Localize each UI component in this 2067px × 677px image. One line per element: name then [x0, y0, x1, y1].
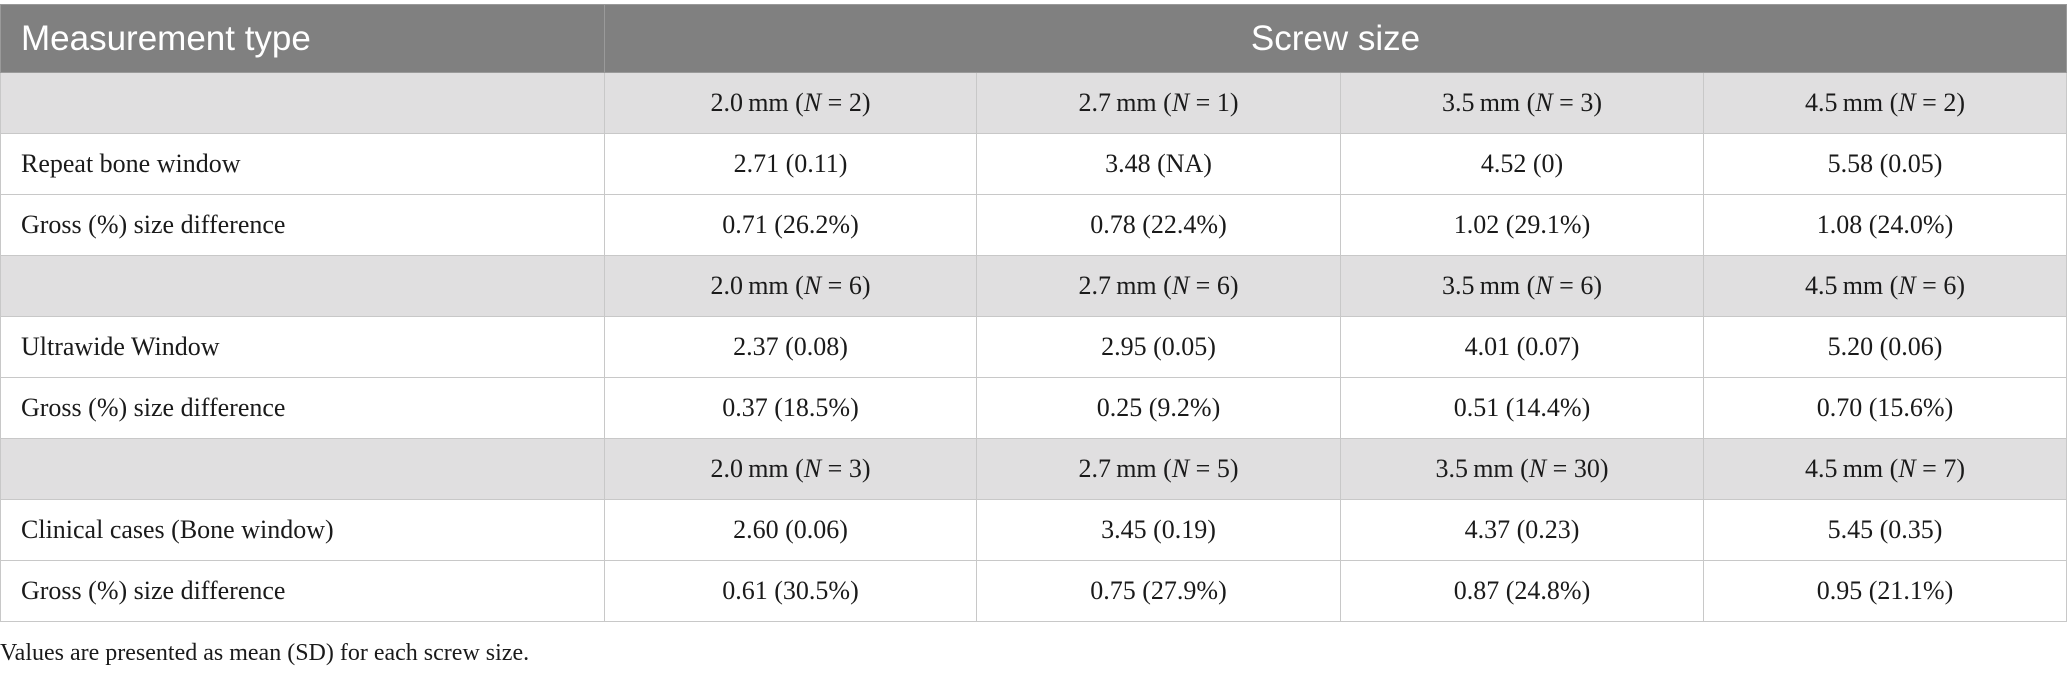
value-cell: 0.51 (14.4%) — [1340, 377, 1704, 439]
screw-size-cell: 2.7 mm (N = 1) — [976, 72, 1341, 134]
results-table-container: Measurement type Screw size 2.0 mm (N = … — [0, 4, 2067, 622]
screw-size-cell: 4.5 mm (N = 6) — [1702, 255, 2067, 317]
screw-size-cell: 3.5 mm (N = 3) — [1340, 72, 1704, 134]
screw-size-cell: 3.5 mm (N = 6) — [1340, 255, 1704, 317]
value-cell: 4.37 (0.23) — [1340, 499, 1704, 561]
value-cell: 0.71 (26.2%) — [604, 194, 977, 256]
screw-size-cell: 2.0 mm (N = 6) — [604, 255, 977, 317]
screw-size-cell: 2.7 mm (N = 5) — [976, 438, 1341, 500]
screw-size-subheader-row: 2.0 mm (N = 3) 2.7 mm (N = 5) 3.5 mm (N … — [0, 438, 2067, 500]
row-label: Ultrawide Window — [0, 316, 605, 378]
value-cell: 2.60 (0.06) — [604, 499, 977, 561]
table-header-row: Measurement type Screw size — [0, 4, 2067, 73]
value-cell: 0.37 (18.5%) — [604, 377, 977, 439]
table-row: Ultrawide Window 2.37 (0.08) 2.95 (0.05)… — [0, 316, 2067, 378]
value-cell: 0.61 (30.5%) — [604, 560, 977, 622]
header-measurement-type: Measurement type — [0, 4, 605, 73]
value-cell: 4.01 (0.07) — [1340, 316, 1704, 378]
row-label: Repeat bone window — [0, 133, 605, 195]
table-row: Gross (%) size difference 0.61 (30.5%) 0… — [0, 560, 2067, 622]
value-cell: 0.70 (15.6%) — [1702, 377, 2067, 439]
screw-size-subheader-row: 2.0 mm (N = 6) 2.7 mm (N = 6) 3.5 mm (N … — [0, 255, 2067, 317]
screw-size-subheader-row: 2.0 mm (N = 2) 2.7 mm (N = 1) 3.5 mm (N … — [0, 72, 2067, 134]
empty-cell — [0, 72, 605, 134]
screw-size-cell: 2.0 mm (N = 3) — [604, 438, 977, 500]
screw-size-cell: 2.7 mm (N = 6) — [976, 255, 1341, 317]
table-row: Gross (%) size difference 0.71 (26.2%) 0… — [0, 194, 2067, 256]
table-row: Clinical cases (Bone window) 2.60 (0.06)… — [0, 499, 2067, 561]
value-cell: 0.75 (27.9%) — [976, 560, 1341, 622]
value-cell: 2.95 (0.05) — [976, 316, 1341, 378]
empty-cell — [0, 438, 605, 500]
value-cell: 0.95 (21.1%) — [1702, 560, 2067, 622]
value-cell: 5.58 (0.05) — [1702, 133, 2067, 195]
table-row: Gross (%) size difference 0.37 (18.5%) 0… — [0, 377, 2067, 439]
value-cell: 5.45 (0.35) — [1702, 499, 2067, 561]
empty-cell — [0, 255, 605, 317]
value-cell: 1.08 (24.0%) — [1702, 194, 2067, 256]
value-cell: 4.52 (0) — [1340, 133, 1704, 195]
row-label: Clinical cases (Bone window) — [0, 499, 605, 561]
table-footnote: Values are presented as mean (SD) for ea… — [0, 640, 530, 666]
row-label: Gross (%) size difference — [0, 560, 605, 622]
header-screw-size: Screw size — [603, 4, 2067, 73]
screw-size-table: Measurement type Screw size 2.0 mm (N = … — [0, 4, 2067, 622]
table-row: Repeat bone window 2.71 (0.11) 3.48 (NA)… — [0, 133, 2067, 195]
screw-size-cell: 4.5 mm (N = 7) — [1702, 438, 2067, 500]
value-cell: 0.78 (22.4%) — [976, 194, 1341, 256]
value-cell: 2.37 (0.08) — [604, 316, 977, 378]
value-cell: 3.48 (NA) — [976, 133, 1341, 195]
value-cell: 2.71 (0.11) — [604, 133, 977, 195]
value-cell: 3.45 (0.19) — [976, 499, 1341, 561]
screw-size-cell: 4.5 mm (N = 2) — [1702, 72, 2067, 134]
row-label: Gross (%) size difference — [0, 194, 605, 256]
value-cell: 0.87 (24.8%) — [1340, 560, 1704, 622]
screw-size-cell: 3.5 mm (N = 30) — [1340, 438, 1704, 500]
value-cell: 5.20 (0.06) — [1702, 316, 2067, 378]
value-cell: 1.02 (29.1%) — [1340, 194, 1704, 256]
screw-size-cell: 2.0 mm (N = 2) — [604, 72, 977, 134]
row-label: Gross (%) size difference — [0, 377, 605, 439]
value-cell: 0.25 (9.2%) — [976, 377, 1341, 439]
